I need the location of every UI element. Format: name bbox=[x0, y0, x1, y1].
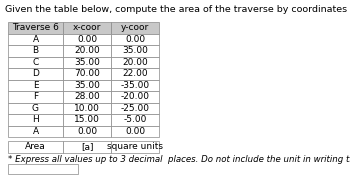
Bar bbox=[63, 114, 111, 126]
Text: E: E bbox=[33, 81, 38, 90]
Text: 0.00: 0.00 bbox=[125, 127, 145, 136]
Text: 22.00: 22.00 bbox=[122, 69, 148, 78]
Text: G: G bbox=[32, 104, 39, 113]
Bar bbox=[63, 33, 111, 45]
Text: C: C bbox=[32, 58, 38, 67]
Bar bbox=[8, 91, 63, 102]
Text: Area: Area bbox=[25, 142, 46, 151]
Bar bbox=[8, 141, 63, 153]
Text: A: A bbox=[33, 127, 38, 136]
Bar bbox=[63, 126, 111, 137]
Bar bbox=[111, 91, 159, 102]
Bar bbox=[8, 68, 63, 80]
Bar bbox=[63, 68, 111, 80]
Text: Traverse 6: Traverse 6 bbox=[12, 23, 59, 32]
Bar bbox=[63, 56, 111, 68]
Bar bbox=[8, 114, 63, 126]
Text: 15.00: 15.00 bbox=[74, 115, 100, 124]
Bar bbox=[111, 68, 159, 80]
Bar bbox=[8, 102, 63, 114]
Text: square units: square units bbox=[107, 142, 163, 151]
Bar bbox=[111, 22, 159, 33]
Text: 70.00: 70.00 bbox=[74, 69, 100, 78]
Bar bbox=[8, 45, 63, 56]
Text: 0.00: 0.00 bbox=[77, 127, 97, 136]
Text: -5.00: -5.00 bbox=[123, 115, 147, 124]
Bar bbox=[111, 80, 159, 91]
Text: 28.00: 28.00 bbox=[74, 92, 100, 101]
Text: H: H bbox=[32, 115, 39, 124]
Text: Given the table below, compute the area of the traverse by coordinates method.: Given the table below, compute the area … bbox=[5, 5, 350, 14]
Bar bbox=[111, 141, 159, 153]
Text: 20.00: 20.00 bbox=[74, 46, 100, 55]
Text: F: F bbox=[33, 92, 38, 101]
Bar bbox=[63, 45, 111, 56]
Bar bbox=[8, 163, 78, 173]
Bar bbox=[63, 102, 111, 114]
Bar bbox=[63, 80, 111, 91]
Bar bbox=[63, 22, 111, 33]
Bar bbox=[63, 91, 111, 102]
Text: * Express all values up to 3 decimal  places. Do not include the unit in writing: * Express all values up to 3 decimal pla… bbox=[8, 155, 350, 165]
Text: D: D bbox=[32, 69, 39, 78]
Bar bbox=[63, 141, 111, 153]
Text: x-coor: x-coor bbox=[73, 23, 101, 32]
Bar bbox=[8, 22, 63, 33]
Bar bbox=[111, 45, 159, 56]
Text: 35.00: 35.00 bbox=[122, 46, 148, 55]
Bar bbox=[8, 80, 63, 91]
Bar bbox=[8, 33, 63, 45]
Text: 0.00: 0.00 bbox=[77, 35, 97, 44]
Text: 20.00: 20.00 bbox=[122, 58, 148, 67]
Bar bbox=[111, 114, 159, 126]
Text: 10.00: 10.00 bbox=[74, 104, 100, 113]
Bar bbox=[8, 126, 63, 137]
Bar bbox=[111, 56, 159, 68]
Text: -20.00: -20.00 bbox=[120, 92, 149, 101]
Text: y-coor: y-coor bbox=[121, 23, 149, 32]
Text: A: A bbox=[33, 35, 38, 44]
Bar bbox=[111, 33, 159, 45]
Text: -25.00: -25.00 bbox=[120, 104, 149, 113]
Text: [a]: [a] bbox=[81, 142, 93, 151]
Text: 35.00: 35.00 bbox=[74, 58, 100, 67]
Text: 0.00: 0.00 bbox=[125, 35, 145, 44]
Bar bbox=[8, 56, 63, 68]
Bar bbox=[111, 102, 159, 114]
Text: B: B bbox=[33, 46, 38, 55]
Text: 35.00: 35.00 bbox=[74, 81, 100, 90]
Bar bbox=[111, 126, 159, 137]
Text: -35.00: -35.00 bbox=[120, 81, 149, 90]
